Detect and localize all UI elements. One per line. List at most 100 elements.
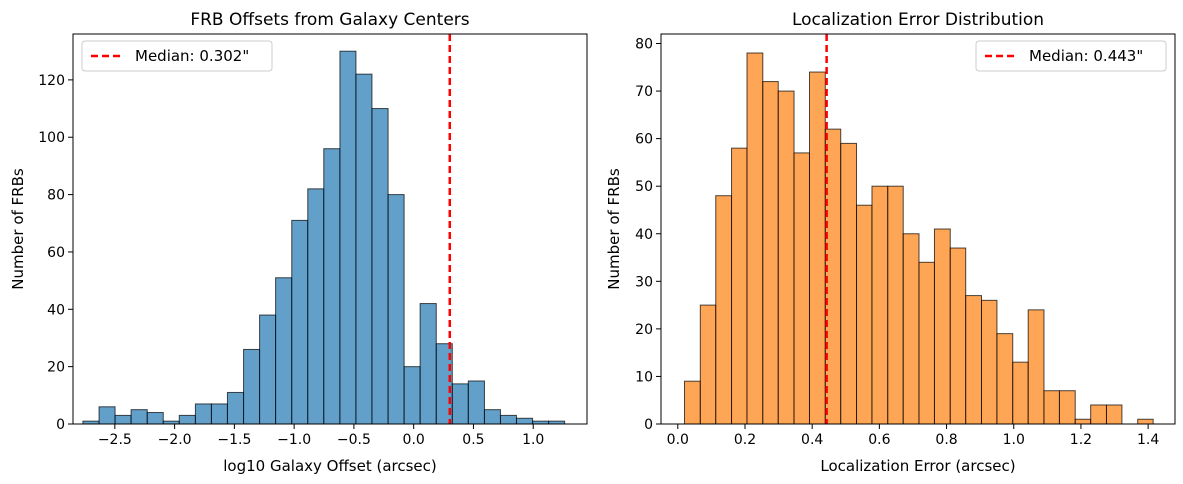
histogram-bar <box>918 261 935 425</box>
histogram-bar <box>275 277 293 425</box>
histogram-bar <box>146 412 164 425</box>
histogram-bar <box>887 185 904 425</box>
histogram-bar <box>699 304 717 425</box>
x-tick-label: −1.5 <box>217 432 251 448</box>
histogram-bar <box>1074 418 1092 425</box>
x-tick-label: −0.5 <box>337 432 371 448</box>
histogram-bar <box>194 403 212 425</box>
histogram-bar <box>451 383 469 425</box>
histogram-bar <box>339 50 357 425</box>
x-tick-label: 1.2 <box>1070 432 1092 448</box>
histogram-bar <box>1043 390 1060 425</box>
y-axis-label: Number of FRBs <box>9 168 27 290</box>
histogram-bar <box>996 333 1014 425</box>
histogram-bar <box>515 417 534 425</box>
y-axis-label: Number of FRBs <box>605 168 623 290</box>
x-axis-label: Localization Error (arcsec) <box>820 457 1015 475</box>
chart-title: FRB Offsets from Galaxy Centers <box>190 10 469 30</box>
legend-box <box>81 40 273 72</box>
y-tick-label: 60 <box>47 245 65 261</box>
legend-label: Median: 0.443" <box>1029 47 1143 65</box>
legend: Median: 0.443" <box>975 40 1167 72</box>
histogram-bar <box>210 403 228 425</box>
histogram-bar <box>403 366 421 425</box>
histogram-bar <box>1090 404 1107 425</box>
x-tick-label: 0.2 <box>734 432 756 448</box>
legend-label: Median: 0.302" <box>135 47 249 65</box>
x-tick-label: 0.0 <box>667 432 689 448</box>
x-tick-label: 1.4 <box>1137 432 1159 448</box>
y-tick-label: 70 <box>635 84 653 100</box>
chart-localization-error: Localization Error Distribution Number o… <box>605 10 1176 475</box>
y-tick-label: 80 <box>47 188 65 204</box>
legend: Median: 0.302" <box>81 40 273 72</box>
histogram-bar <box>715 195 733 425</box>
histogram-bar <box>243 348 261 425</box>
histogram-bar <box>483 409 501 425</box>
x-tick-label: 0.6 <box>868 432 890 448</box>
y-tick-label: 30 <box>635 274 653 290</box>
histogram-bar <box>793 152 810 425</box>
histogram-bar <box>949 247 967 425</box>
histogram-bar <box>371 108 389 425</box>
y-tick-label: 0 <box>644 417 653 433</box>
x-axis-label: log10 Galaxy Offset (arcsec) <box>223 457 437 475</box>
histogram-bar <box>1027 309 1045 425</box>
y-tick-label: 50 <box>635 179 653 195</box>
histogram-bar <box>1058 390 1076 425</box>
histogram-bar <box>387 194 405 425</box>
y-tick-label: 40 <box>47 302 65 318</box>
plot-frame <box>72 33 588 425</box>
y-tick-label: 60 <box>635 132 653 148</box>
y-tick-label: 10 <box>635 369 653 385</box>
x-tick-label: 0.4 <box>801 432 823 448</box>
y-tick-label: 40 <box>635 227 653 243</box>
histogram-bar <box>355 73 373 425</box>
x-tick-label: −2.0 <box>158 432 192 448</box>
y-tick-label: 0 <box>56 417 65 433</box>
histogram-bar <box>259 314 277 425</box>
plot-frame <box>660 33 1176 425</box>
histogram-bar <box>1105 404 1123 425</box>
histogram-bar <box>1012 361 1029 425</box>
histogram-bar <box>684 380 701 425</box>
y-tick-label: 20 <box>47 360 65 376</box>
histogram-bar <box>902 233 920 425</box>
y-tick-label: 120 <box>38 73 65 89</box>
chart-offsets: FRB Offsets from Galaxy Centers Number o… <box>9 10 588 475</box>
histogram-bar <box>980 299 998 425</box>
histogram-bar <box>467 380 485 425</box>
histogram-bar <box>307 188 325 425</box>
x-tick-label: −2.5 <box>98 432 132 448</box>
y-tick-label: 100 <box>38 130 65 146</box>
histogram-bar <box>808 71 826 425</box>
histogram-bar <box>98 406 116 425</box>
x-tick-label: −1.0 <box>277 432 311 448</box>
histogram-bar <box>178 414 196 425</box>
y-tick-label: 80 <box>635 37 653 53</box>
y-tick-label: 20 <box>635 322 653 338</box>
histogram-bar <box>731 147 748 425</box>
histogram-bar <box>762 81 779 425</box>
histogram-bar <box>499 414 517 425</box>
histogram-bar <box>1137 418 1154 425</box>
histogram-bar <box>871 185 889 425</box>
histogram-bar <box>226 391 245 425</box>
chart-title: Localization Error Distribution <box>792 10 1044 30</box>
histogram-bar <box>130 409 148 425</box>
histogram-bar <box>291 219 309 425</box>
histogram-bar <box>933 228 951 425</box>
x-tick-label: 0.5 <box>462 432 484 448</box>
histogram-bar <box>965 295 982 425</box>
histogram-bar <box>777 90 795 425</box>
x-tick-label: 1.0 <box>1003 432 1025 448</box>
histogram-bar <box>856 204 873 425</box>
legend-box <box>975 40 1167 72</box>
x-tick-label: 0.0 <box>403 432 425 448</box>
histogram-bar <box>114 414 132 425</box>
histogram-bar <box>419 303 437 425</box>
x-tick-label: 0.8 <box>935 432 957 448</box>
histogram-bar <box>323 148 341 425</box>
x-tick-label: 1.0 <box>522 432 544 448</box>
